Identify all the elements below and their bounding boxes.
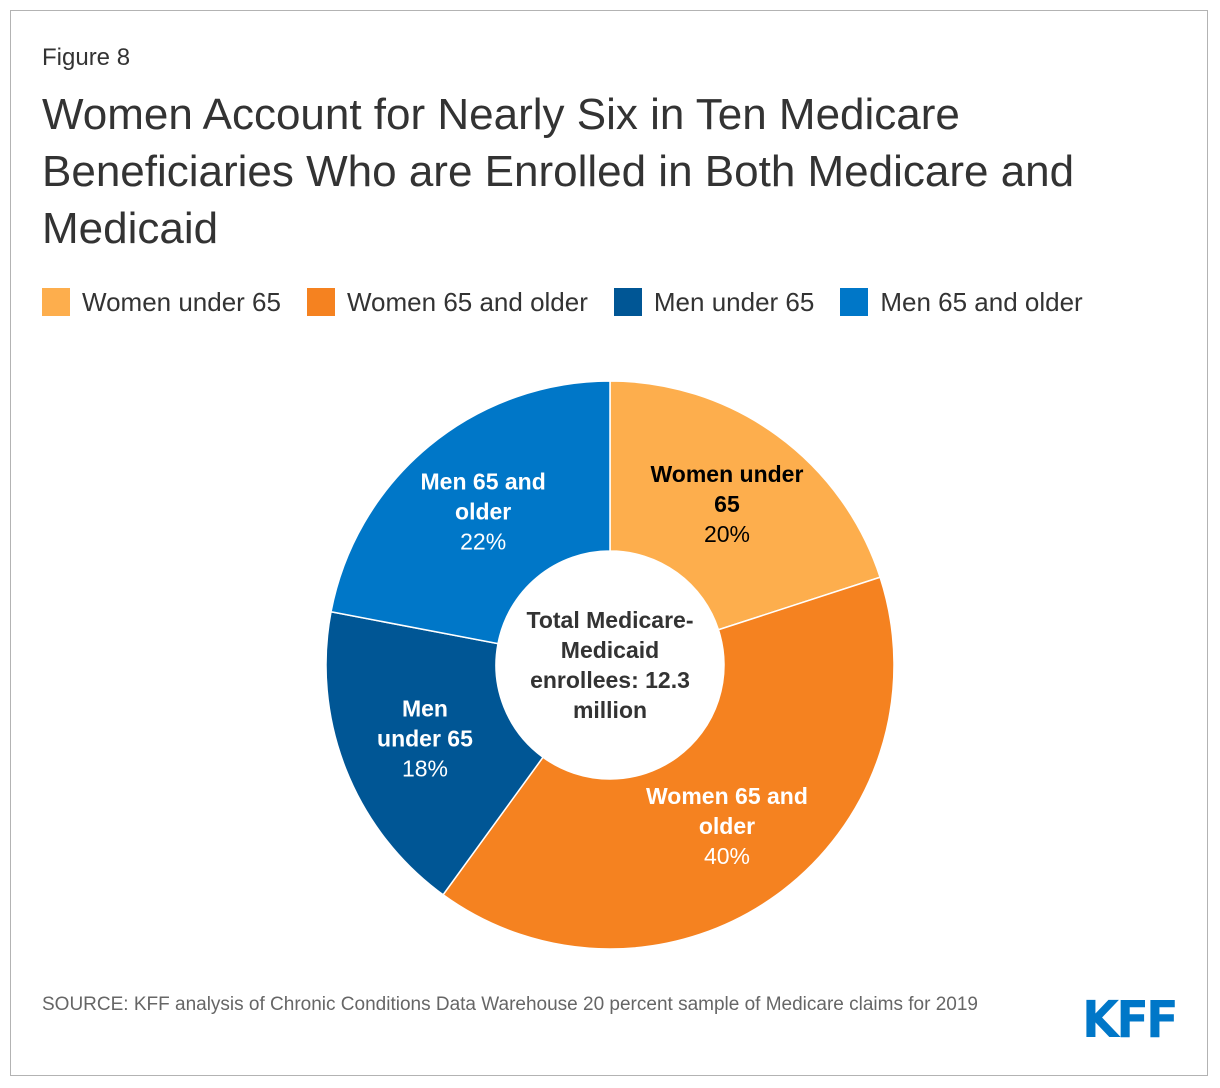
legend-item-men-under-65: Men under 65: [613, 286, 815, 318]
legend: Women under 65 Women 65 and older Men un…: [42, 286, 1109, 318]
legend-item-women-65-and-older: Women 65 and older: [306, 286, 588, 318]
figure-frame: [10, 10, 1208, 1076]
center-label-line: Total Medicare-: [527, 607, 694, 633]
slice-label: Women 65 and older 40%: [646, 783, 808, 869]
donut-slice-men-under-65: [325, 610, 545, 896]
legend-label: Men 65 and older: [880, 286, 1083, 317]
slice-category-label: under 65: [377, 725, 473, 751]
center-label-line: Medicaid: [561, 637, 659, 663]
slice-category-label: Women under: [651, 461, 804, 487]
center-label-line: enrollees: 12.3: [530, 667, 690, 693]
legend-label: Men under 65: [653, 286, 815, 317]
slice-label: Men under 65 18%: [377, 695, 473, 781]
legend-item-women-under-65: Women under 65: [42, 287, 281, 318]
center-label-line: million: [573, 697, 647, 723]
slice-category-label: Women 65 and: [646, 783, 808, 809]
legend-swatch: [306, 288, 335, 316]
slice-value-label: 40%: [704, 843, 750, 869]
source-note: SOURCE: KFF analysis of Chronic Conditio…: [42, 994, 978, 1015]
slice-category-label: older: [699, 813, 755, 839]
slice-label: Women under 65 20%: [651, 461, 804, 547]
slice-value-label: 18%: [402, 755, 448, 781]
legend-swatch: [613, 288, 642, 316]
slice-category-label: Men: [402, 695, 448, 721]
kff-logo: KFF: [1082, 990, 1179, 1050]
donut-slice-women-65-and-older: [442, 576, 895, 950]
legend-swatch: [42, 288, 70, 316]
center-total-label: Total Medicare- Medicaid enrollees: 12.3 mi…: [527, 607, 694, 723]
donut-slice-men-65-and-older: [330, 380, 611, 645]
legend-swatch: [840, 288, 869, 316]
figure-label: Figure 8: [42, 44, 131, 71]
legend-label: Women 65 and older: [346, 286, 588, 317]
chart-title: Women Account for Nearly Six in Ten Medi…: [42, 90, 1075, 253]
slice-category-label: 65: [714, 491, 740, 517]
donut-slice-women-under-65: [609, 380, 882, 631]
slice-label: Men 65 and older 22%: [421, 469, 546, 555]
legend-item-men-65-and-older: Men 65 and older: [840, 286, 1083, 318]
slice-category-label: older: [455, 499, 511, 525]
slice-value-label: 20%: [704, 521, 750, 547]
legend-label: Women under 65: [82, 286, 281, 317]
slice-category-label: Men 65 and: [421, 469, 546, 495]
slice-value-label: 22%: [460, 529, 506, 555]
